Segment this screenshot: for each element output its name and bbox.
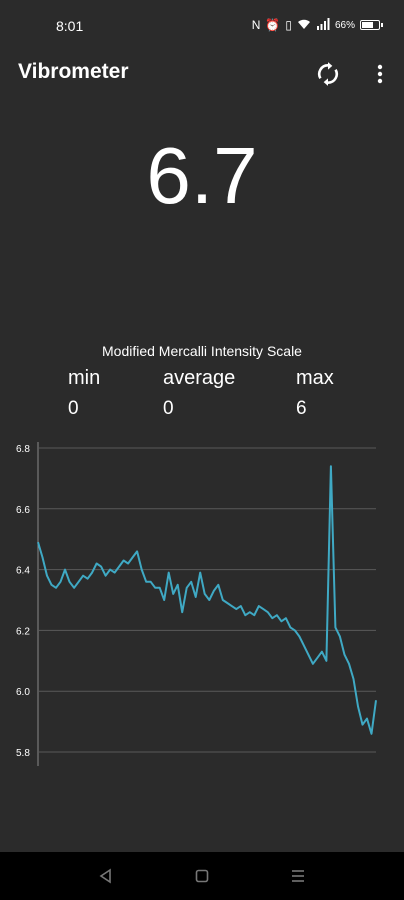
battery-icon [360, 20, 383, 30]
min-value: 0 [68, 398, 79, 419]
nfc-icon: N [251, 18, 261, 32]
y-tick-label: 5.8 [16, 748, 30, 759]
nav-back-button[interactable] [94, 864, 118, 888]
vibrate-icon: ▯ [285, 18, 292, 32]
current-reading: 6.7 [146, 131, 258, 220]
battery-percent: 66% [334, 19, 355, 31]
nav-recents-button[interactable] [286, 864, 310, 888]
app-title: Vibrometer [18, 60, 129, 83]
status-icons: N ⏰ ▯ 66% [251, 18, 383, 32]
average-label: average [163, 367, 236, 389]
wifi-icon [297, 18, 311, 32]
status-time: 8:01 [56, 18, 84, 34]
y-tick-label: 6.4 [16, 566, 30, 577]
max-label: max [296, 367, 334, 389]
overflow-menu-button[interactable] [366, 56, 394, 92]
app-bar: Vibrometer [0, 52, 404, 96]
y-tick-label: 6.8 [16, 444, 30, 455]
y-tick-label: 6.2 [16, 626, 30, 637]
home-square-icon [195, 869, 209, 883]
recents-menu-icon [292, 870, 304, 882]
refresh-button[interactable] [310, 56, 346, 92]
max-value: 6 [296, 398, 307, 419]
signal-icon [316, 18, 330, 32]
alarm-icon: ⏰ [265, 18, 281, 32]
more-vert-icon [377, 64, 383, 84]
series-line [37, 465, 377, 735]
average-value: 0 [163, 398, 174, 419]
refresh-icon [317, 62, 339, 86]
y-tick-label: 6.0 [16, 687, 30, 698]
nav-home-button[interactable] [190, 864, 214, 888]
scale-title: Modified Mercalli Intensity Scale [102, 343, 302, 359]
vibration-chart: 6.8 6.6 6.4 6.2 6.0 5.8 [16, 442, 377, 766]
back-triangle-icon [99, 868, 111, 884]
y-tick-label: 6.6 [16, 505, 30, 516]
system-nav-bar [0, 852, 404, 900]
min-label: min [68, 367, 101, 389]
status-bar: 8:01 N ⏰ ▯ 66% [0, 0, 404, 52]
